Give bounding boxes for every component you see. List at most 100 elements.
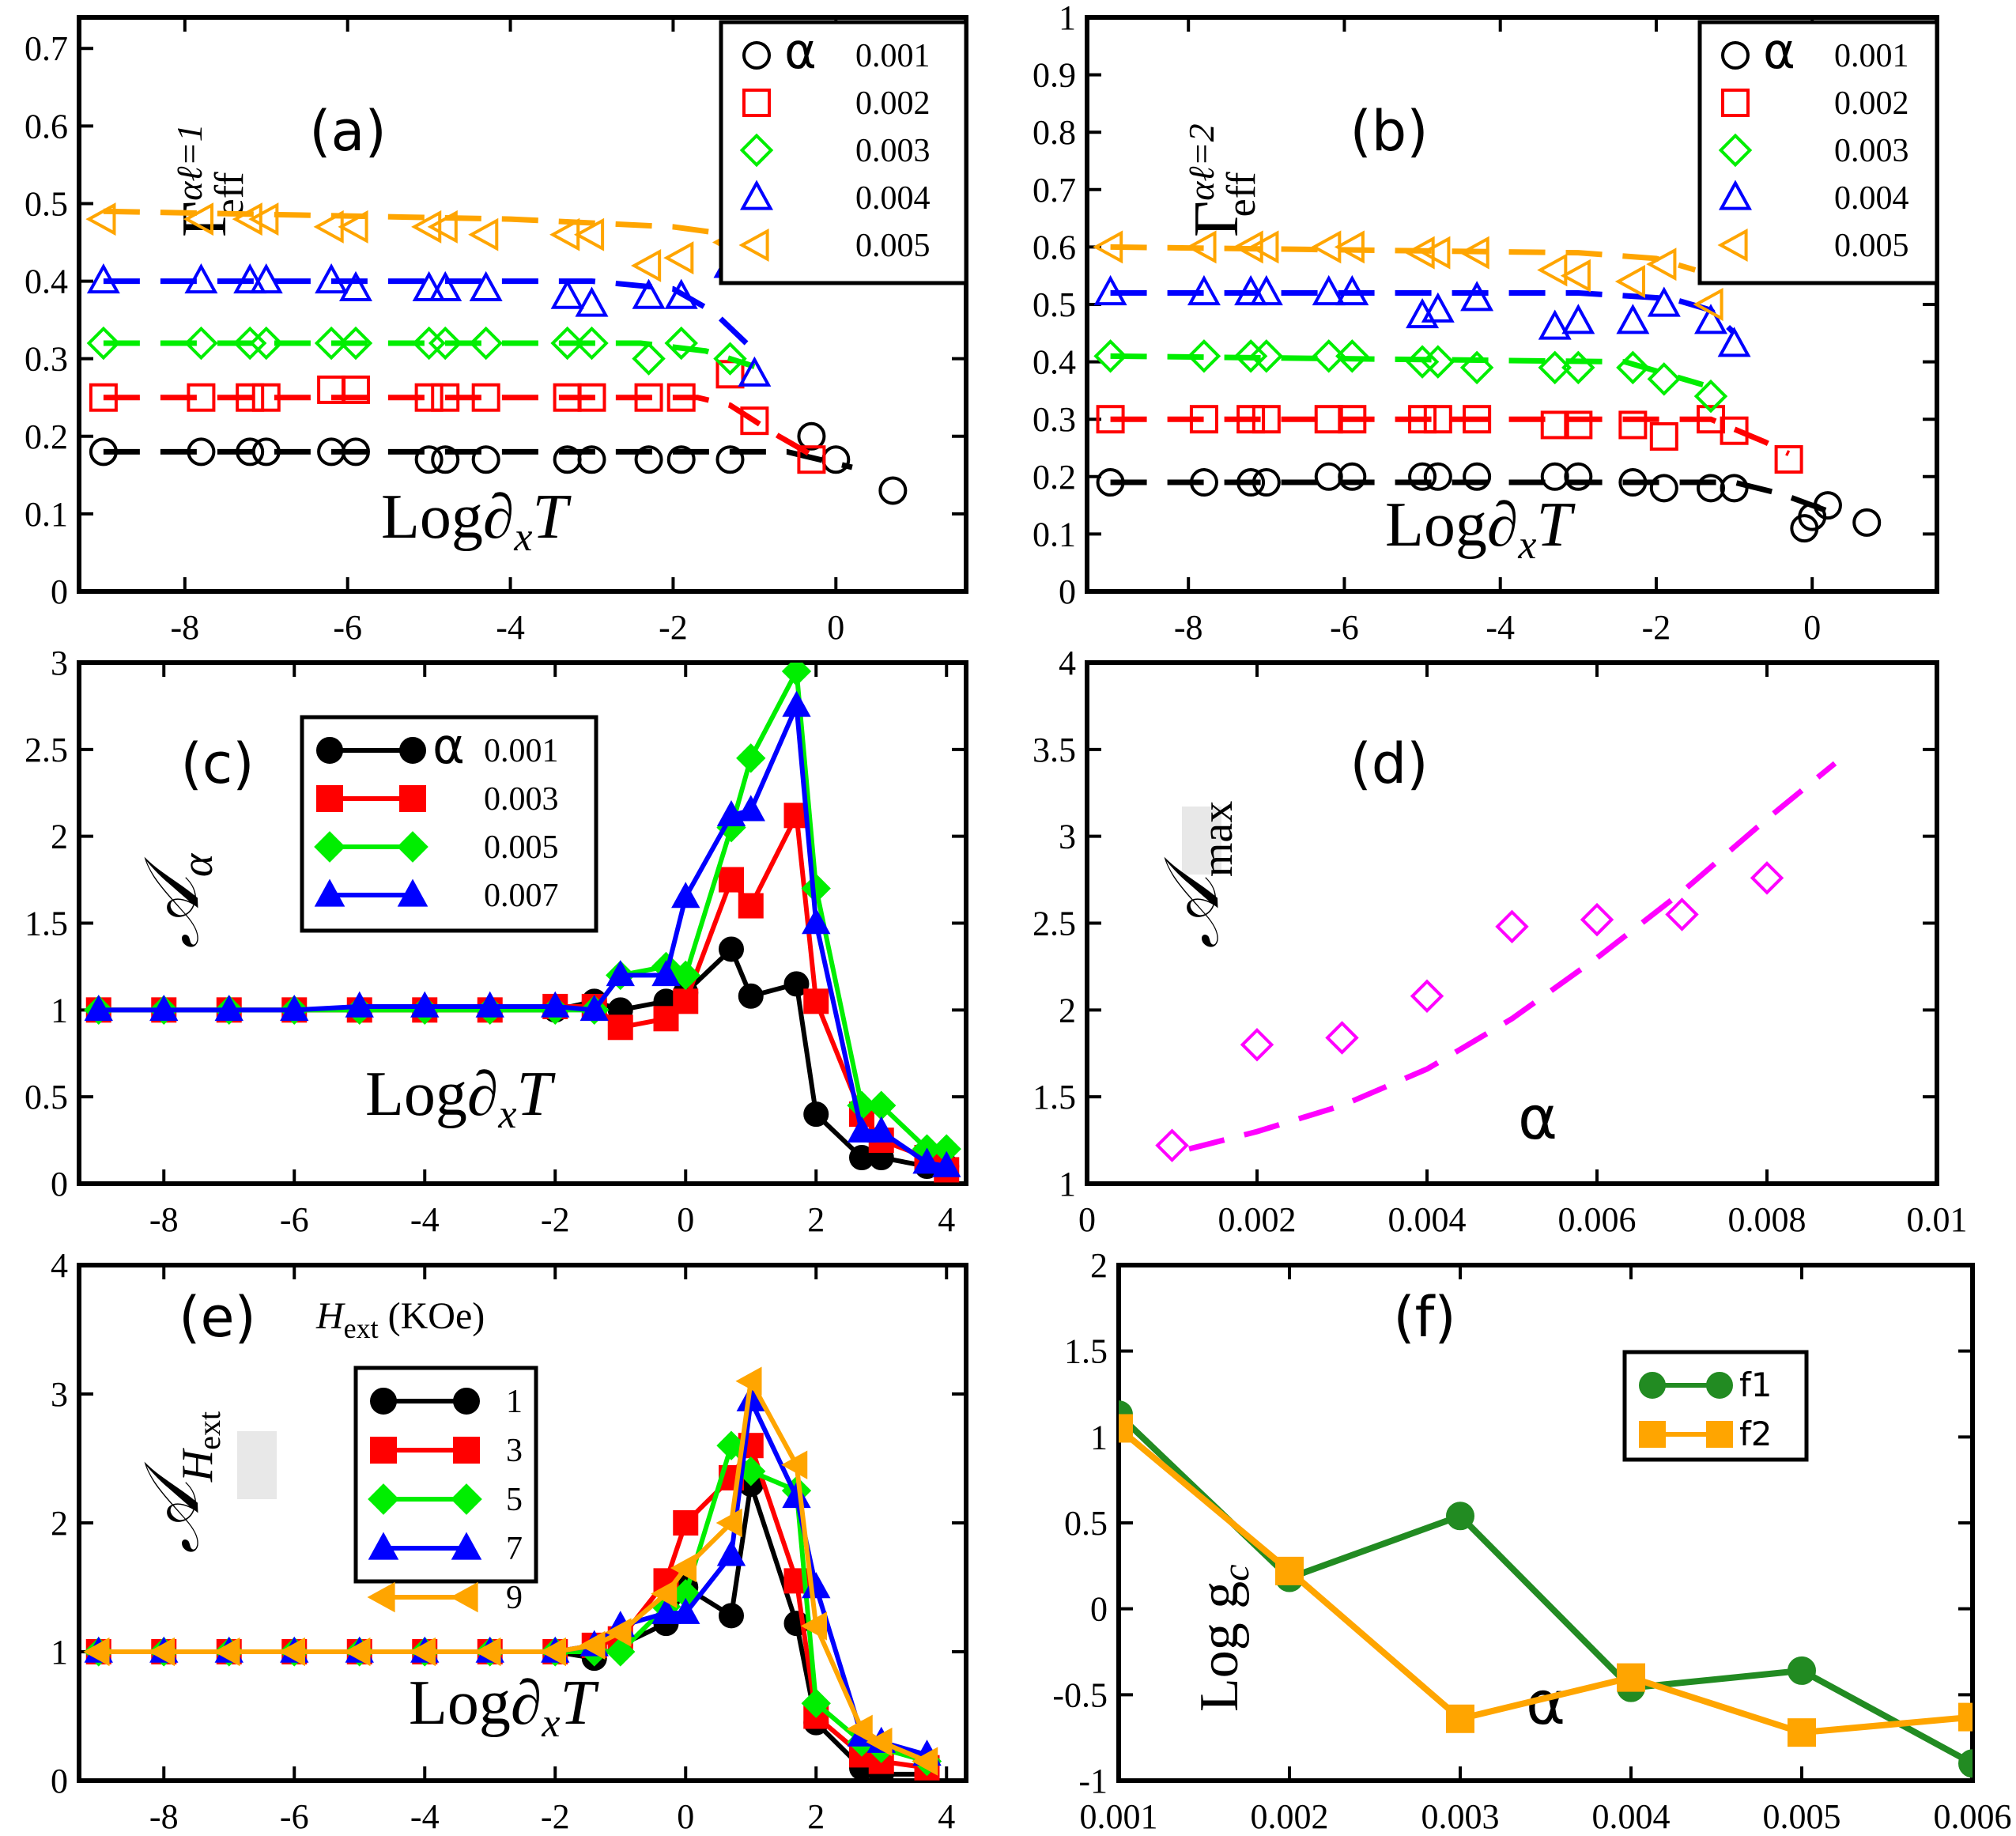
data-point — [1405, 345, 1440, 379]
legend-marker — [1721, 89, 1750, 117]
data-point — [1564, 462, 1593, 491]
data-point — [575, 286, 609, 317]
data-point — [716, 1539, 746, 1566]
data-point — [1665, 897, 1699, 931]
data-point — [471, 383, 500, 412]
data-point — [148, 1637, 175, 1667]
series-0.007 — [84, 690, 961, 1177]
series-0.003 — [1093, 339, 1728, 414]
data-point — [86, 326, 121, 361]
data-point — [314, 326, 349, 361]
data-point — [1314, 405, 1343, 434]
y-tick-label: 4 — [51, 1246, 68, 1285]
legend-marker — [399, 785, 426, 812]
data-point — [411, 210, 442, 244]
y-tick-label: 2 — [1090, 1246, 1108, 1285]
data-point — [1495, 909, 1529, 944]
x-tick-label: 0 — [677, 1200, 694, 1239]
data-point — [1189, 468, 1218, 497]
legend-label: 9 — [506, 1580, 523, 1616]
y-tick-label: 3 — [51, 1375, 68, 1414]
y-tick-label: 0.6 — [25, 107, 68, 145]
data-point — [1096, 405, 1125, 434]
data-point — [575, 326, 609, 361]
data-point — [1275, 1556, 1304, 1585]
x-tick-label: 0 — [1078, 1200, 1096, 1239]
x-tick-label: -2 — [1642, 608, 1671, 647]
x-tick-label: -8 — [1174, 608, 1203, 647]
x-tick-label: -8 — [149, 1797, 179, 1836]
data-point — [803, 1101, 829, 1128]
series-0.004 — [1093, 274, 1751, 357]
data-point — [474, 1637, 501, 1667]
data-point — [1693, 379, 1728, 414]
data-point — [280, 995, 309, 1022]
data-point — [1618, 410, 1648, 440]
y-axis-label: 𝒜Hext — [130, 1411, 227, 1554]
data-point — [469, 326, 503, 361]
data-point — [251, 437, 281, 467]
x-tick-label: 0.008 — [1728, 1200, 1806, 1239]
legend-marker — [1639, 1372, 1666, 1399]
data-point — [663, 241, 694, 275]
legend-marker — [451, 1483, 482, 1515]
plot-frame — [77, 15, 968, 594]
legend-label: 1 — [506, 1384, 523, 1420]
x-tick-label: -6 — [280, 1797, 309, 1836]
x-tick-label: 0.005 — [1763, 1797, 1841, 1836]
data-point — [1852, 508, 1882, 537]
data-layer — [1093, 230, 1882, 543]
data-point — [1618, 468, 1648, 497]
legend-label: 0.005 — [855, 228, 931, 264]
data-point — [412, 326, 446, 361]
data-layer — [1155, 761, 1837, 1162]
legend-label: 0.004 — [855, 180, 931, 217]
data-point — [184, 326, 218, 361]
data-point — [278, 1637, 305, 1667]
legend-marker — [316, 785, 343, 812]
data-point — [1312, 339, 1346, 373]
label-highlight — [1182, 807, 1221, 875]
data-point — [1420, 236, 1451, 270]
legend: 0.001 0.003 0.005 0.007 α — [300, 715, 598, 933]
data-point — [1696, 474, 1725, 503]
data-point — [1446, 1502, 1474, 1531]
data-point — [471, 445, 500, 474]
fit-line — [1110, 289, 1737, 335]
legend-label: 0.004 — [1834, 180, 1909, 217]
data-point — [634, 445, 663, 474]
data-point — [605, 1618, 632, 1647]
legend-marker — [368, 1532, 399, 1560]
data-point — [468, 217, 499, 251]
data-point — [736, 743, 766, 773]
legend-title: α — [432, 717, 465, 775]
legend-marker — [316, 737, 343, 764]
x-tick-label: -2 — [659, 608, 688, 647]
data-point — [800, 1611, 827, 1641]
data-point — [1538, 350, 1572, 385]
data-point — [912, 1747, 938, 1776]
fit-line — [1188, 761, 1837, 1152]
data-point — [1958, 1749, 1973, 1778]
data-point — [84, 995, 113, 1022]
legend-marker — [1718, 133, 1753, 168]
data-point — [666, 383, 696, 412]
data-point — [821, 445, 851, 474]
data-point — [1236, 405, 1266, 434]
x-tick-label: -6 — [1330, 608, 1359, 647]
data-point — [1404, 236, 1435, 270]
y-axis-label: 𝒜max — [1150, 801, 1242, 949]
data-point — [249, 263, 283, 294]
y-tick-label: 0 — [51, 1165, 68, 1203]
x-tick-label: 0.01 — [1907, 1200, 1968, 1239]
data-point — [670, 1553, 697, 1583]
data-point — [1248, 230, 1279, 264]
data-point — [1252, 405, 1281, 434]
data-point — [1616, 350, 1650, 385]
data-point — [1338, 462, 1367, 491]
data-point — [236, 383, 265, 412]
data-point — [1788, 1718, 1816, 1747]
data-point — [1617, 1663, 1645, 1692]
x-axis-label: α — [1518, 1082, 1557, 1153]
x-tick-label: 2 — [807, 1797, 825, 1836]
